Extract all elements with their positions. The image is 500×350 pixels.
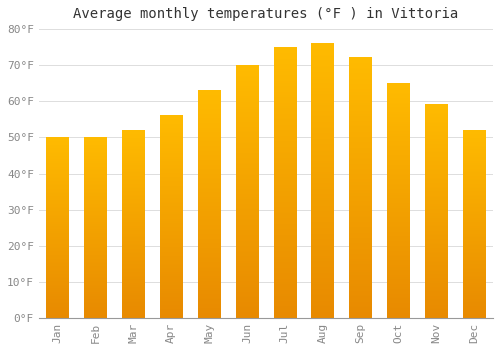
Title: Average monthly temperatures (°F ) in Vittoria: Average monthly temperatures (°F ) in Vi… (74, 7, 458, 21)
